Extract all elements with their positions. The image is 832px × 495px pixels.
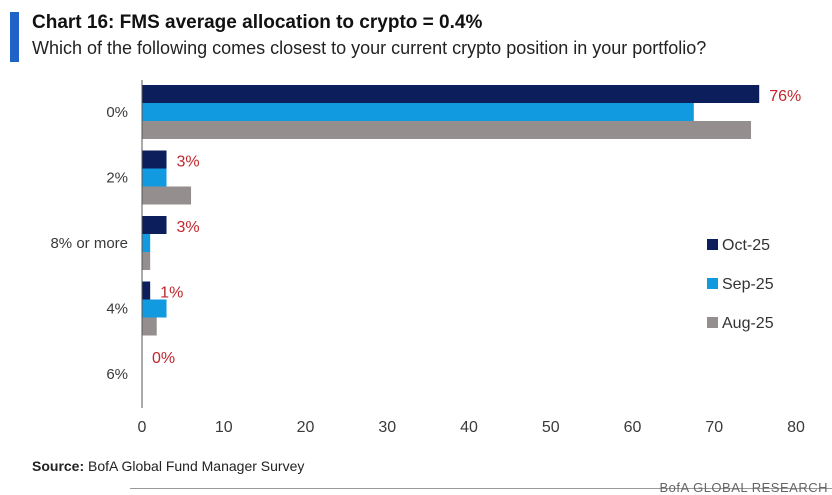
- bar-aug-25-4: [142, 317, 157, 336]
- bar-sep-25-4: [142, 299, 167, 318]
- category-label-6: 6%: [106, 366, 128, 383]
- legend-label-sep-25: Sep-25: [722, 276, 774, 293]
- x-tick-label-40: 40: [460, 419, 478, 436]
- category-label-0: 0%: [106, 104, 128, 121]
- bar-aug-25-2: [142, 186, 192, 205]
- bar-sep-25-8-or-more: [142, 234, 151, 252]
- x-tick-label-60: 60: [624, 419, 642, 436]
- category-label-2: 2%: [106, 170, 128, 187]
- bar-oct-25-4: [142, 281, 151, 300]
- x-tick-label-20: 20: [297, 419, 315, 436]
- bar-oct-25-2: [142, 150, 167, 169]
- source-text: BofA Global Fund Manager Survey: [88, 458, 305, 474]
- bar-oct-25-8-or-more: [142, 216, 167, 234]
- source-label: Source:: [32, 458, 85, 474]
- data-label-4: 1%: [160, 285, 183, 302]
- legend-label-oct-25: Oct-25: [722, 237, 770, 254]
- bar-sep-25-2: [142, 168, 167, 187]
- source-note: Source: BofA Global Fund Manager Survey: [32, 458, 304, 474]
- x-tick-label-10: 10: [215, 419, 233, 436]
- brand-logo-text: BofA GLOBAL RESEARCH: [659, 480, 828, 495]
- legend-label-aug-25: Aug-25: [722, 315, 774, 332]
- bar-aug-25-0: [142, 121, 752, 139]
- chart-subtitle: Which of the following comes closest to …: [32, 38, 707, 58]
- x-tick-label-80: 80: [787, 419, 805, 436]
- x-tick-label-70: 70: [705, 419, 723, 436]
- footer-divider: [130, 488, 832, 489]
- bar-aug-25-8-or-more: [142, 252, 151, 270]
- chart-title: Chart 16: FMS average allocation to cryp…: [32, 12, 483, 33]
- category-label-8-or-more: 8% or more: [50, 235, 128, 252]
- data-label-8-or-more: 3%: [177, 219, 200, 236]
- legend-swatch-oct-25: [707, 239, 718, 250]
- bar-sep-25-0: [142, 103, 694, 121]
- category-label-4: 4%: [106, 301, 128, 318]
- data-label-2: 3%: [177, 154, 200, 171]
- bar-oct-25-0: [142, 85, 760, 103]
- x-tick-label-0: 0: [138, 419, 147, 436]
- data-label-6: 0%: [152, 350, 175, 367]
- legend-swatch-sep-25: [707, 278, 718, 289]
- legend-swatch-aug-25: [707, 317, 718, 328]
- data-label-0: 76%: [769, 88, 801, 105]
- x-tick-label-50: 50: [542, 419, 560, 436]
- x-tick-label-30: 30: [378, 419, 396, 436]
- title-accent-bar: [10, 12, 19, 62]
